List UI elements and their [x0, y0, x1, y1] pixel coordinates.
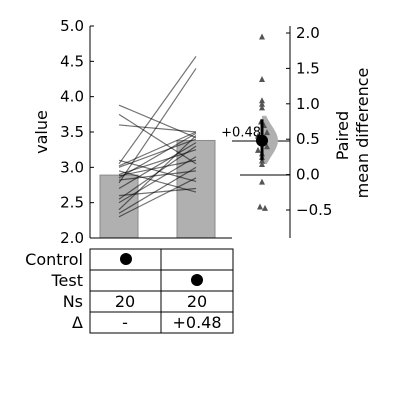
- control-group-indicator: [120, 253, 132, 265]
- bar-control: [100, 175, 138, 238]
- table-row-label-control: Control: [25, 250, 83, 269]
- table-row-label-test: Test: [50, 271, 83, 290]
- raw-y-tick-label: 2.0: [60, 229, 84, 247]
- paired-difference-point: [259, 34, 265, 40]
- summary-table: Control Test Ns Δ 20 20 - +0.48: [25, 249, 233, 333]
- paired-difference-point: [255, 147, 261, 153]
- table-cell-delta-control: -: [122, 313, 128, 332]
- raw-y-tick-label: 2.5: [60, 194, 84, 212]
- paired-difference-point: [259, 76, 265, 82]
- diff-y-tick-label: −0.5: [296, 201, 332, 219]
- paired-difference-point: [262, 205, 268, 211]
- raw-y-tick-label: 5.0: [60, 17, 84, 35]
- raw-y-tick-label: 4.0: [60, 88, 84, 106]
- table-cell-ns-test: 20: [187, 292, 207, 311]
- paired-difference-point: [257, 203, 263, 209]
- diff-y-tick-label: 2.0: [296, 24, 320, 42]
- raw-y-axis-label: value: [32, 110, 51, 154]
- table-cell-delta-test: +0.48: [172, 313, 221, 332]
- raw-y-tick-label: 3.5: [60, 123, 84, 141]
- diff-y-tick-label: 1.5: [296, 59, 320, 77]
- raw-data-panel: 2.0 2.5 3.0 3.5 4.0 4.5 5.0 value: [32, 17, 232, 247]
- diff-y-axis-label: Paired mean difference: [333, 68, 372, 199]
- diff-y-tick-label: 0.5: [296, 130, 320, 148]
- table-row-label-delta: Δ: [72, 313, 83, 332]
- raw-y-tick-label: 3.0: [60, 158, 84, 176]
- table-cell-ns-control: 20: [115, 292, 135, 311]
- raw-y-tick-label: 4.5: [60, 52, 84, 70]
- diff-y-tick-label: 1.0: [296, 95, 320, 113]
- table-row-label-ns: Ns: [63, 292, 83, 311]
- test-group-indicator: [191, 274, 203, 286]
- paired-difference-point: [259, 179, 265, 185]
- diff-y-tick-label: 0.0: [296, 166, 320, 184]
- mean-difference-label: +0.48: [221, 126, 261, 141]
- paired-difference-panel: +0.48 2.0 1.5 1.0 0.5 0.0 −0.5 Paired mean di…: [221, 24, 372, 238]
